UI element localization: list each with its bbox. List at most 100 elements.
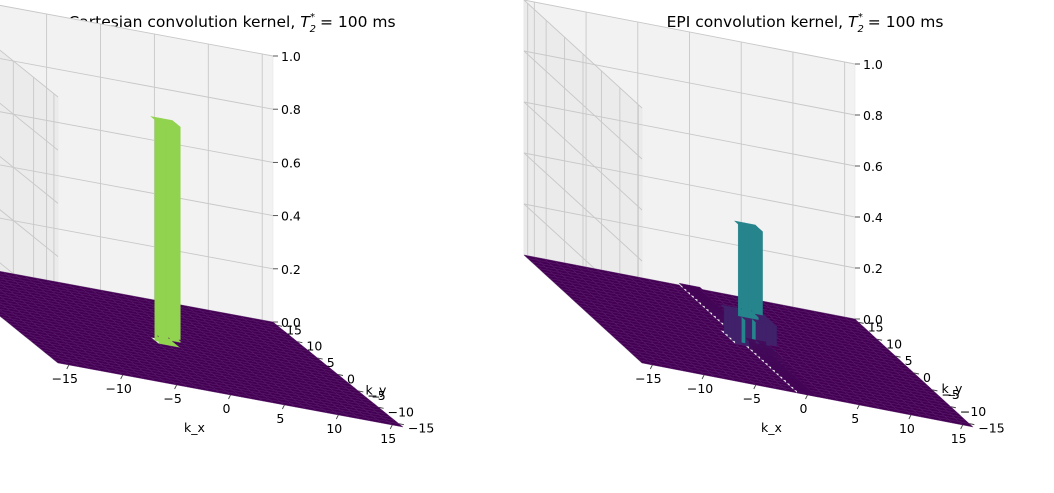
z-tick-label: 0.4 [863,210,883,225]
x-tick [805,394,808,400]
z-tick-label: 0.4 [281,209,301,224]
x-tick-label: 10 [326,421,342,436]
x-tick [960,424,964,430]
x-tick [174,384,177,390]
epi-kernel-plot: EPI convolution kernel, T2* = 100 ms −15… [523,0,1005,446]
y-tick [317,357,323,360]
surface-cell [759,343,775,350]
z-tick-label: 1.0 [281,49,301,64]
y-tick-label: 15 [286,322,302,337]
x-tick [335,414,339,420]
x-tick [908,414,912,420]
x-tick-label: −15 [635,371,661,386]
z-tick-label: 0.8 [863,108,883,123]
y-tick [950,406,956,409]
y-tick-label: 5 [327,355,335,370]
grid-line [523,50,643,160]
x-tick [228,394,231,400]
grid-line [0,111,274,163]
y-tick [398,423,405,426]
x-tick [701,374,705,380]
y-tick [932,389,938,392]
y-tick-label: −5 [367,388,385,403]
y-tick-label: −15 [978,421,1004,436]
grid-line [0,164,274,217]
x-tick [389,424,393,430]
z-tick-label: 0.2 [281,262,301,277]
x-tick-label: 0 [223,401,231,416]
grid-line [0,102,59,151]
z-tick-label: 1.0 [863,57,883,72]
x-axis-label: k_x [761,420,782,435]
z-tick-label: 0.0 [281,315,301,330]
y-tick [895,355,901,358]
grid-line [523,152,856,218]
surface-cell [958,421,974,428]
y-axis-label: k_y [942,381,963,396]
surface-cell [761,320,778,327]
z-tick-label: 0.8 [281,102,301,117]
x-tick-label: −5 [743,391,761,406]
x-tick-label: 5 [851,411,859,426]
surface-cell [762,348,778,354]
x-tick-label: 5 [276,411,284,426]
surface-cell [766,352,782,358]
z-tick-label: 0.0 [863,312,883,327]
x-axis-label: k_x [184,420,205,435]
cartesian-kernel-plot: Cartesian convolution kernel, T2* = 100 … [0,4,434,446]
z-tick-label: 0.6 [281,155,301,170]
x-tick [282,404,285,410]
grid-line [0,49,59,98]
y-tick-label: −10 [388,404,414,419]
grid-line [523,0,856,65]
x-tick-label: −10 [105,381,131,396]
grid-line [523,203,856,269]
surface-cell [165,121,181,128]
grid-line [523,101,643,211]
grid-line [0,217,274,270]
y-tick-label: 5 [905,353,913,368]
y-tick-label: 10 [886,336,902,351]
surface-cell [388,421,404,428]
grid-line [0,4,274,57]
y-tick-label: 0 [923,370,931,385]
x-tick-label: −10 [687,381,713,396]
y-tick [858,321,864,324]
grid-line [523,152,643,262]
surface-cell [747,226,764,232]
y-tick-label: −5 [941,387,959,402]
x-tick-label: −15 [52,371,78,386]
x-tick-label: 10 [899,421,915,436]
grid-line [0,155,59,204]
z-tick-label: 0.6 [863,159,883,174]
grid-line [523,50,856,116]
x-tick-label: 0 [800,401,808,416]
y-tick [378,406,384,409]
x-tick [649,364,653,370]
y-tick [276,324,283,327]
x-tick [66,364,70,370]
y-tick-label: 0 [347,372,355,387]
y-tick [358,390,364,393]
x-tick [753,384,757,390]
y-tick [969,423,975,426]
y-tick [337,374,344,376]
y-tick [877,338,883,341]
surface-face [176,123,181,349]
y-tick [297,341,303,344]
y-tick-label: 15 [868,319,884,334]
y-tick-label: 10 [306,339,322,354]
grid-line [523,101,856,167]
grid-line [0,58,274,110]
plot-title: Cartesian convolution kernel, T2* = 100 … [68,12,395,35]
x-tick [120,374,124,380]
x-tick-label: 15 [380,431,396,446]
y-tick-label: −15 [408,421,434,436]
y-tick [913,372,920,375]
x-tick [856,404,860,410]
y-tick-label: −10 [960,404,986,419]
x-tick-label: 15 [951,431,967,446]
z-tick-label: 0.2 [863,261,883,276]
x-tick-label: −5 [163,391,181,406]
